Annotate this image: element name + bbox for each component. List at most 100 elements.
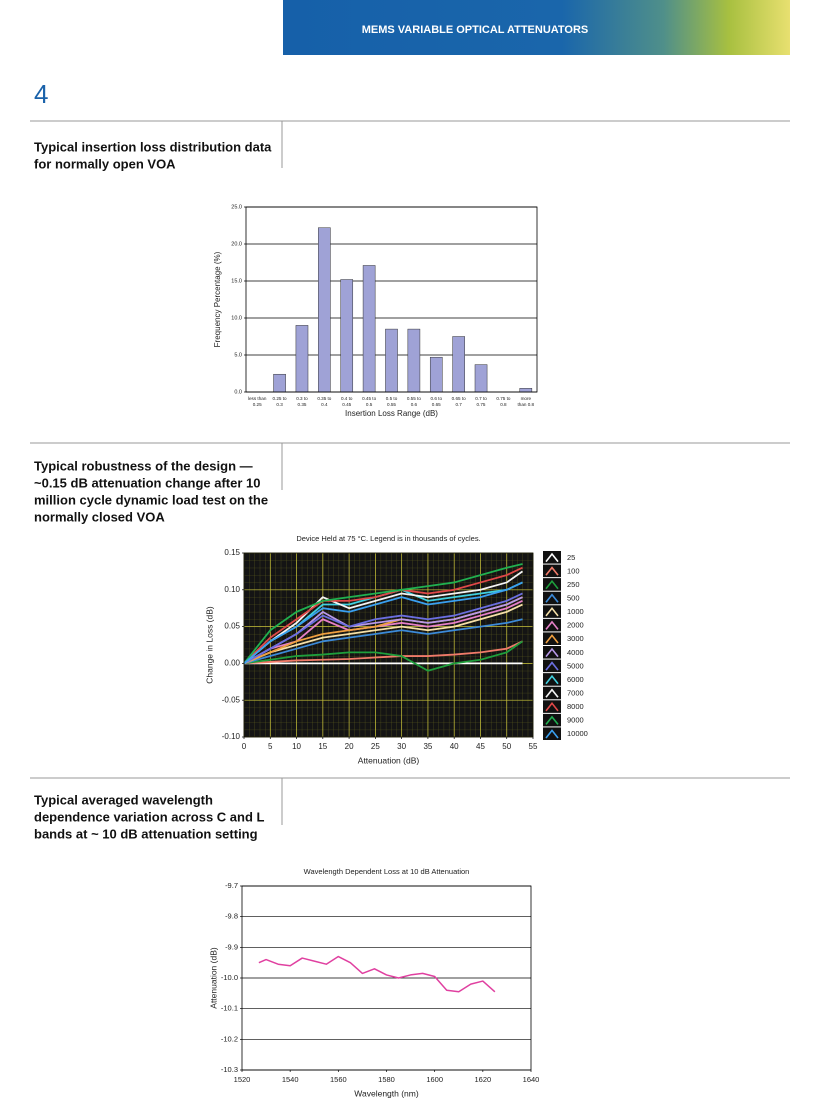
- x-tick-label: 15: [318, 742, 327, 751]
- legend-label: 3000: [567, 634, 584, 643]
- legend-label: 10000: [567, 729, 588, 738]
- x-tick-label: 1600: [426, 1075, 443, 1084]
- x-tick-label: 1580: [378, 1075, 395, 1084]
- y-tick-label: -0.05: [222, 695, 241, 704]
- x-tick-label: 0.25 to: [273, 396, 287, 401]
- y-tick-label: 10.0: [231, 315, 242, 321]
- x-tick-label: 1540: [282, 1075, 299, 1084]
- y-axis-label: Frequency Percentage (%): [213, 251, 222, 347]
- x-tick-label: 0.8: [500, 402, 507, 407]
- x-tick-label: 50: [502, 742, 511, 751]
- legend-symbol: [545, 729, 559, 739]
- y-tick-label: -9.9: [225, 942, 238, 951]
- legend-label: 7000: [567, 688, 584, 697]
- caption-line: dependence variation across C and L: [34, 809, 265, 824]
- legend-symbol: [545, 688, 559, 698]
- chart-title: Device Held at 75 °C. Legend is in thous…: [296, 534, 480, 543]
- x-tick-label: 25: [371, 742, 380, 751]
- x-tick-label: 5: [268, 742, 273, 751]
- caption-line: Typical insertion loss distribution data: [34, 139, 272, 154]
- y-tick-label: -9.7: [225, 881, 238, 890]
- legend-symbol: [545, 579, 559, 590]
- x-tick-label: 0.75: [477, 402, 486, 407]
- y-tick-label: 5.0: [234, 352, 242, 358]
- series-line: [243, 592, 523, 665]
- bar: [340, 279, 354, 393]
- series-line: [243, 618, 523, 665]
- plot-frame: [241, 885, 532, 1071]
- bar: [362, 265, 376, 393]
- x-tick-label: more: [521, 396, 532, 401]
- y-tick-label: -10.0: [221, 973, 238, 982]
- x-tick-label: 35: [423, 742, 432, 751]
- legend-symbol: [545, 634, 559, 644]
- x-tick-label: 1620: [474, 1075, 491, 1084]
- bar: [385, 328, 398, 393]
- legend-label: 5000: [567, 661, 584, 670]
- legend-label: 500: [567, 593, 580, 602]
- y-tick-label: 0.05: [224, 622, 240, 631]
- x-tick-label: 20: [345, 742, 354, 751]
- x-tick-label: 0.5 to: [386, 396, 398, 401]
- legend-symbol: [545, 566, 559, 576]
- x-axis-label: Attenuation (dB): [358, 755, 420, 765]
- y-tick-label: 0.00: [224, 659, 240, 668]
- x-tick-label: 0.35: [297, 402, 306, 407]
- legend-symbol: [545, 674, 559, 685]
- x-tick-label: 0.35 to: [317, 396, 331, 401]
- x-tick-label: 30: [397, 742, 406, 751]
- y-tick-label: 20.0: [231, 241, 242, 247]
- series-line: [243, 566, 523, 665]
- y-axis-label: Change in Loss (dB): [204, 606, 214, 684]
- series-line: [243, 640, 523, 665]
- legend-label: 9000: [567, 716, 584, 725]
- bar: [452, 336, 465, 393]
- x-tick-label: 0.4: [321, 402, 328, 407]
- x-tick-label: 1520: [234, 1075, 251, 1084]
- x-tick-label: 10: [292, 742, 301, 751]
- x-tick-label: 0.5: [366, 402, 373, 407]
- legend-symbol: [545, 606, 559, 617]
- plot-frame: [245, 206, 538, 393]
- y-tick-label: 0.10: [224, 585, 240, 594]
- chart-title: Wavelength Dependent Loss at 10 dB Atten…: [304, 867, 470, 876]
- plot-frame: [243, 552, 534, 738]
- x-tick-label: 0.6: [411, 402, 418, 407]
- y-tick-label: 0.0: [234, 389, 242, 395]
- legend-label: 2000: [567, 621, 584, 630]
- y-tick-label: -10.3: [221, 1065, 238, 1074]
- legend-symbol: [545, 552, 559, 563]
- banner-title: MEMS VARIABLE OPTICAL ATTENUATORS: [362, 24, 589, 36]
- y-tick-label: 25.0: [231, 204, 242, 210]
- caption-line: ~0.15 dB attenuation change after 10: [34, 475, 260, 490]
- series-line: [243, 603, 523, 665]
- legend-label: 1000: [567, 607, 584, 616]
- legend-symbol: [545, 715, 559, 725]
- legend-label: 6000: [567, 675, 584, 684]
- caption-line: Typical averaged wavelength: [34, 792, 213, 807]
- legend-label: 250: [567, 580, 580, 589]
- x-tick-label: 0.55 to: [407, 396, 421, 401]
- bar: [519, 388, 533, 393]
- y-axis-label: Attenuation (dB): [208, 947, 218, 1009]
- x-tick-label: 40: [450, 742, 459, 751]
- x-tick-label: 0.6 to: [431, 396, 443, 401]
- series-line: [243, 570, 524, 665]
- y-tick-label: -9.8: [225, 912, 238, 921]
- bar: [429, 356, 443, 393]
- minor-grid: [244, 553, 533, 737]
- legend-symbol: [545, 620, 559, 630]
- legend-symbol: [545, 701, 559, 712]
- x-tick-label: 0.65: [432, 402, 441, 407]
- x-tick-label: 0.3: [276, 402, 283, 407]
- x-tick-label: 0.65 to: [452, 396, 466, 401]
- y-tick-label: -10.1: [221, 1004, 238, 1013]
- legend-symbol: [545, 661, 559, 671]
- x-tick-label: 0.4 to: [341, 396, 353, 401]
- x-tick-label: 55: [529, 742, 538, 751]
- dividers: [30, 120, 790, 825]
- y-tick-label: 0.15: [224, 548, 240, 557]
- x-tick-label: 0.45 to: [362, 396, 376, 401]
- bar: [407, 328, 421, 393]
